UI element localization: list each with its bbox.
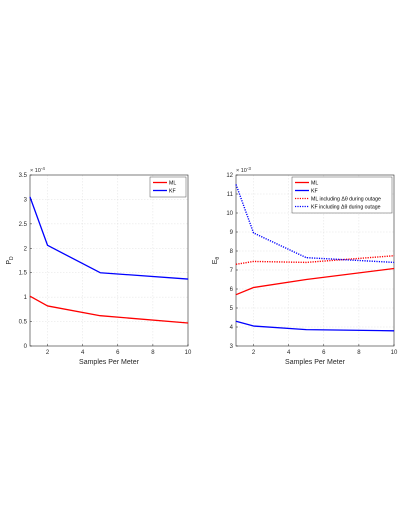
y-exponent-power: -4 — [41, 166, 45, 171]
data-point — [393, 330, 395, 332]
y-axis-label-subscript: θ — [215, 257, 221, 260]
series-line-1 — [235, 320, 395, 332]
series-line-1 — [29, 196, 189, 280]
data-point — [253, 287, 254, 288]
y-tick-label: 0 — [24, 344, 28, 350]
y-exponent-label: × 10-3 — [236, 166, 251, 174]
chart-detection-probability: 2 4 6 8 10 0 0.5 1 1.5 2 2.5 3 3.5× 10-4 Samples Per … — [6, 166, 192, 366]
data-point — [235, 264, 237, 265]
legend-entry: ML — [169, 180, 176, 186]
y-tick-label: 1.5 — [19, 271, 28, 277]
y-tick-label: 7 — [230, 268, 234, 274]
y-exponent-base: × 10 — [30, 168, 41, 174]
y-tick-label: 10 — [226, 211, 233, 217]
y-tick-label: 2.5 — [19, 222, 28, 228]
data-point — [305, 329, 307, 330]
data-point — [29, 196, 31, 198]
y-tick-label: 0.5 — [19, 320, 28, 326]
y-tick-label: 6 — [230, 287, 234, 293]
x-tick-label: 6 — [322, 350, 326, 356]
x-axis-label: Samples Per Meter — [285, 359, 346, 366]
series-line-3 — [235, 184, 395, 264]
data-point — [235, 294, 237, 296]
legend-entry: ML — [311, 180, 318, 186]
data-point — [47, 245, 48, 246]
data-point — [305, 257, 307, 258]
data-point — [253, 261, 254, 262]
y-exponent-power: -3 — [247, 166, 251, 171]
y-tick-label: 11 — [227, 192, 234, 198]
y-axis-label-main: E — [212, 259, 219, 264]
data-point — [187, 278, 189, 280]
data-point — [99, 315, 101, 317]
y-axis-label-main: P — [6, 260, 13, 265]
data-point — [99, 272, 101, 274]
x-tick-label: 4 — [81, 350, 85, 356]
series-line-0 — [235, 267, 395, 296]
data-point — [393, 262, 395, 263]
y-axis-label: Eθ — [212, 257, 221, 265]
data-point — [47, 305, 48, 307]
x-tick-label: 6 — [116, 350, 120, 356]
data-point — [305, 262, 307, 263]
y-axis-label: PD — [6, 256, 15, 265]
legend-entry: ML including Δθ during outage — [311, 196, 381, 202]
y-tick-label: 1 — [24, 295, 28, 301]
data-point — [393, 255, 395, 257]
data-point — [29, 295, 31, 297]
series-line-2 — [235, 255, 395, 265]
legend-entry: KF — [169, 188, 176, 194]
x-tick-label: 4 — [287, 350, 291, 356]
x-tick-label: 10 — [391, 350, 398, 356]
y-tick-label: 3.5 — [19, 173, 28, 179]
y-tick-label: 3 — [24, 197, 28, 203]
chart-heading-error: 2 4 6 8 10 3 4 5 6 7 8 9 10 11 12× 10-3 Samples Per Met… — [212, 166, 398, 366]
y-tick-label: 3 — [230, 344, 234, 350]
x-tick-label: 10 — [185, 350, 192, 356]
data-point — [253, 325, 254, 327]
data-point — [235, 184, 237, 185]
y-axis-label-subscript: D — [9, 256, 15, 260]
y-tick-label: 4 — [230, 325, 234, 331]
legend-entry: KF — [311, 188, 318, 194]
data-point — [235, 321, 237, 322]
x-tick-label: 2 — [46, 350, 50, 356]
data-point — [305, 279, 307, 280]
data-point — [253, 232, 254, 234]
axes-box — [235, 174, 395, 347]
series-line-0 — [29, 295, 189, 324]
x-axis-label: Samples Per Meter — [79, 359, 140, 366]
x-tick-label: 8 — [357, 350, 361, 356]
y-tick-label: 8 — [230, 249, 234, 255]
data-point — [187, 322, 189, 324]
axes-box — [29, 174, 189, 347]
legend-box — [149, 176, 187, 198]
y-exponent-label: × 10-4 — [30, 166, 45, 174]
y-tick-label: 9 — [230, 230, 234, 236]
y-tick-label: 5 — [230, 306, 234, 312]
x-tick-label: 8 — [151, 350, 155, 356]
y-exponent-base: × 10 — [236, 168, 247, 174]
y-tick-label: 2 — [24, 246, 28, 252]
x-tick-label: 2 — [252, 350, 256, 356]
legend-entry: KF including Δθ during outage — [311, 204, 381, 210]
data-point — [393, 268, 395, 269]
y-tick-label: 12 — [226, 173, 233, 179]
